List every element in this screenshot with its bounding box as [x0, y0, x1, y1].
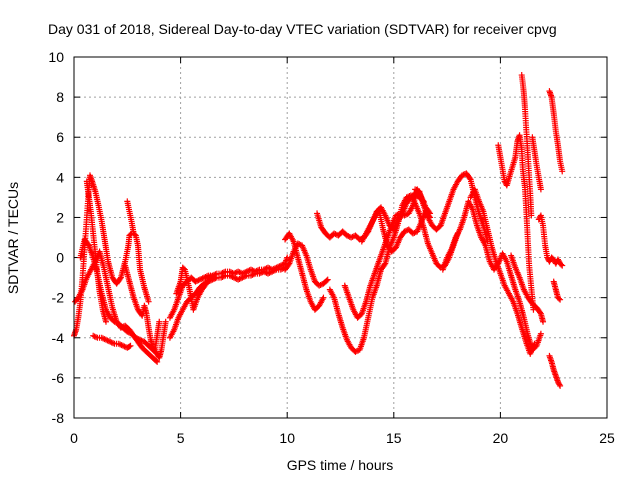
- series-track-f: [122, 262, 163, 353]
- plot-frame: [73, 56, 608, 419]
- data-point: [466, 175, 473, 182]
- series-track-t: [495, 132, 537, 313]
- series-track-v: [518, 72, 535, 219]
- data-point: [558, 261, 565, 268]
- data-point: [556, 381, 563, 388]
- data-point: [93, 334, 100, 341]
- data-point: [249, 271, 256, 278]
- x-tick-label: 15: [386, 430, 402, 446]
- series-track-x: [535, 212, 566, 269]
- y-axis-label: SDTVAR / TECUs: [5, 182, 21, 294]
- data-point: [126, 343, 133, 350]
- y-tick-label: 6: [56, 129, 64, 145]
- data-point: [559, 168, 566, 175]
- x-tick-label: 0: [70, 430, 78, 446]
- series-track-z: [546, 352, 564, 389]
- series-track-q: [412, 170, 491, 245]
- data-point: [537, 330, 544, 337]
- y-tick-label: -6: [52, 370, 65, 386]
- series-track-d: [90, 332, 134, 351]
- y-tick-label: 4: [56, 169, 64, 185]
- x-tick-label: 20: [493, 430, 509, 446]
- data-point: [131, 231, 138, 238]
- data-point: [162, 318, 169, 325]
- data-point: [528, 212, 535, 219]
- grid: [74, 57, 607, 418]
- x-tick-label: 5: [177, 430, 185, 446]
- data-point: [145, 298, 152, 305]
- y-tick-label: -4: [52, 330, 65, 346]
- y-tick-label: 10: [48, 49, 64, 65]
- y-tick-label: -2: [52, 290, 65, 306]
- data-point: [154, 358, 161, 365]
- x-tick-label: 10: [279, 430, 295, 446]
- data-point: [117, 275, 124, 282]
- data-point: [324, 276, 331, 283]
- series-track-j: [173, 264, 218, 313]
- data-point: [180, 265, 187, 272]
- data-point: [232, 269, 239, 276]
- y-tick-label: 0: [56, 250, 64, 266]
- data-point: [156, 318, 163, 325]
- data-point: [91, 333, 98, 340]
- series-track-l: [282, 230, 327, 313]
- series-track-p: [358, 206, 434, 255]
- data-point: [320, 294, 327, 301]
- chart-title: Day 031 of 2018, Sidereal Day-to-day VTE…: [48, 21, 557, 37]
- series-track-w: [529, 134, 544, 193]
- data-point: [236, 269, 243, 276]
- data-point: [381, 261, 388, 268]
- data-point: [556, 295, 563, 302]
- y-tick-label: 2: [56, 209, 64, 225]
- data-points: [71, 72, 566, 389]
- data-point: [537, 309, 544, 316]
- data-point: [153, 357, 160, 364]
- series-track-k: [282, 240, 331, 289]
- data-point: [531, 340, 538, 347]
- data-point: [559, 262, 566, 269]
- data-point: [284, 254, 291, 261]
- data-point: [557, 382, 564, 389]
- series-track-u: [508, 252, 547, 325]
- data-point: [537, 186, 544, 193]
- data-point: [540, 318, 547, 325]
- x-tick-labels: 0 5 10 15 20 25: [70, 430, 615, 446]
- data-point: [102, 318, 109, 325]
- y-tick-labels: -8 -6 -4 -2 0 2 4 6 8 10: [48, 49, 64, 426]
- data-point: [127, 342, 134, 349]
- x-tick-label: 25: [599, 430, 615, 446]
- data-point: [323, 277, 330, 284]
- data-point: [150, 345, 157, 352]
- data-point: [557, 296, 564, 303]
- series-track-g: [124, 198, 152, 305]
- x-axis-label: GPS time / hours: [287, 457, 394, 473]
- series-track-e: [83, 178, 109, 325]
- series-track-h: [166, 254, 291, 321]
- data-point: [219, 273, 226, 280]
- series-track-s: [467, 186, 538, 357]
- y-tick-label: -8: [52, 410, 65, 426]
- data-point: [211, 274, 218, 281]
- series-track-za: [550, 278, 564, 303]
- series-track-y: [546, 88, 566, 175]
- series-track-r: [439, 198, 544, 353]
- y-tick-label: 8: [56, 89, 64, 105]
